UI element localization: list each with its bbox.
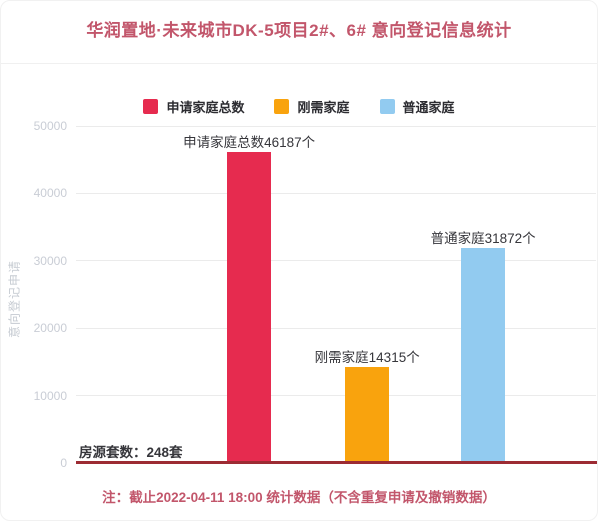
legend-swatch <box>274 99 290 114</box>
legend-swatch <box>143 99 159 114</box>
bar-value-label: 刚需家庭14315个 <box>314 349 420 365</box>
legend-label: 申请家庭总数 <box>166 100 245 115</box>
housing-units-label: 房源套数：248套 <box>79 445 183 460</box>
legend-label: 刚需家庭 <box>297 100 350 115</box>
legend-label: 普通家庭 <box>402 100 455 115</box>
y-tick-label: 20000 <box>33 321 67 336</box>
bar-value-label: 申请家庭总数46187个 <box>183 134 316 150</box>
gridline <box>76 192 596 194</box>
bar-刚需家庭 <box>345 366 390 463</box>
header-divider <box>1 63 597 64</box>
chart-title: 华润置地·未来城市DK-5项目2#、6# 意向登记信息统计 <box>86 21 512 40</box>
y-tick-label: 50000 <box>33 119 67 133</box>
bar-value-label: 普通家庭31872个 <box>430 231 536 247</box>
y-tick-label: 30000 <box>33 253 67 268</box>
bar-申请家庭总数 <box>227 151 272 463</box>
legend-item-0: 申请家庭总数 <box>143 97 244 116</box>
legend: 申请家庭总数 刚需家庭 普通家庭 <box>1 97 597 116</box>
footer-note: 注：截止2022-04-11 18:00 统计数据（不含重复申请及撤销数据） <box>102 490 496 505</box>
y-tick-label: 10000 <box>33 388 67 403</box>
gridline <box>76 395 596 397</box>
legend-swatch <box>379 99 395 114</box>
housing-units-baseline <box>76 460 597 464</box>
gridline <box>76 260 596 262</box>
y-tick-label: 0 <box>60 456 67 470</box>
y-tick-label: 40000 <box>33 186 67 201</box>
gridline <box>76 125 596 127</box>
gridline <box>76 327 596 329</box>
legend-item-1: 刚需家庭 <box>274 97 350 116</box>
legend-item-2: 普通家庭 <box>379 97 455 116</box>
bar-普通家庭 <box>461 248 506 463</box>
